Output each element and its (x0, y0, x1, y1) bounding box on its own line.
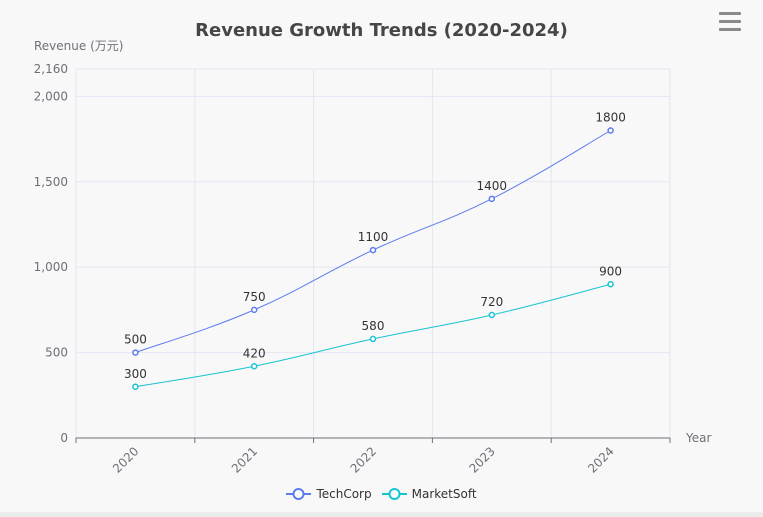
menu-icon[interactable] (719, 12, 741, 32)
data-label: 500 (124, 333, 147, 347)
y-tick-label: 1,000 (34, 260, 68, 274)
data-point (250, 306, 258, 314)
y-tick-label: 2,000 (34, 89, 68, 103)
data-point (132, 383, 139, 390)
x-axis-title: Year (685, 431, 711, 445)
data-point (607, 127, 614, 134)
data-point (132, 349, 139, 356)
y-tick-label: 0 (60, 431, 68, 445)
legend-item-marketsoft[interactable]: MarketSoft (381, 487, 477, 501)
data-label: 1800 (595, 111, 626, 125)
y-tick-label: 1,500 (34, 175, 68, 189)
data-label: 1400 (477, 179, 508, 193)
data-label: 300 (124, 367, 147, 381)
data-point (488, 311, 496, 319)
legend: TechCorp MarketSoft (0, 487, 763, 501)
legend-label: TechCorp (316, 487, 372, 501)
x-tick-label: 2024 (585, 444, 616, 475)
legend-item-techcorp[interactable]: TechCorp (286, 487, 372, 501)
data-point (607, 281, 614, 288)
legend-line-icon (381, 488, 407, 500)
data-point (369, 246, 377, 254)
x-tick-label: 2021 (229, 444, 260, 475)
y-tick-label: 500 (45, 346, 68, 360)
data-label: 720 (480, 295, 503, 309)
legend-line-icon (286, 488, 312, 500)
data-label: 420 (243, 346, 266, 360)
data-label: 580 (362, 319, 385, 333)
data-point (488, 195, 496, 203)
y-tick-label: 2,160 (34, 62, 68, 76)
data-label: 1100 (358, 230, 389, 244)
data-label: 750 (243, 290, 266, 304)
chart-title: Revenue Growth Trends (2020-2024) (195, 20, 568, 41)
legend-label: MarketSoft (411, 487, 477, 501)
x-tick-label: 2022 (348, 444, 379, 475)
bottom-border (0, 512, 763, 517)
x-tick-label: 2020 (110, 444, 141, 475)
series-line-marketsoft (135, 283, 611, 388)
data-point (369, 335, 377, 343)
y-axis-title: Revenue (万元) (34, 39, 123, 53)
x-tick-label: 2023 (466, 444, 497, 475)
data-point (250, 363, 258, 370)
data-label: 900 (599, 264, 622, 278)
